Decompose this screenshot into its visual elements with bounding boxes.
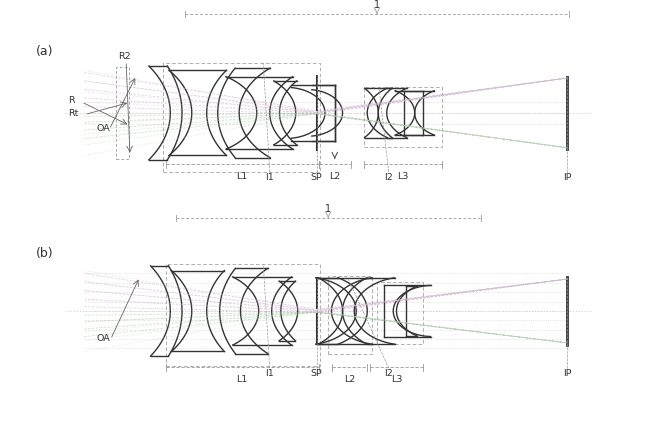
Text: L3: L3	[397, 172, 409, 181]
Text: I1: I1	[265, 173, 274, 181]
Text: Rt: Rt	[68, 109, 79, 118]
Text: 1: 1	[374, 0, 380, 10]
Text: R: R	[68, 96, 75, 105]
Text: (a): (a)	[36, 45, 53, 58]
Text: I1: I1	[265, 369, 274, 378]
Text: L1: L1	[237, 375, 248, 384]
Text: L2: L2	[344, 375, 355, 384]
Text: 1: 1	[325, 204, 332, 214]
Text: I2: I2	[384, 173, 393, 181]
Text: R2: R2	[118, 52, 131, 61]
Text: OA: OA	[96, 124, 110, 133]
Text: L2: L2	[329, 172, 341, 181]
Text: (b): (b)	[36, 247, 53, 260]
Text: IP: IP	[563, 369, 572, 378]
Text: SP: SP	[311, 369, 322, 378]
Text: I2: I2	[384, 369, 393, 378]
Text: IP: IP	[563, 173, 572, 181]
Text: L3: L3	[391, 375, 402, 384]
Text: L1: L1	[237, 172, 248, 181]
Text: SP: SP	[311, 173, 322, 181]
Text: OA: OA	[96, 334, 110, 343]
